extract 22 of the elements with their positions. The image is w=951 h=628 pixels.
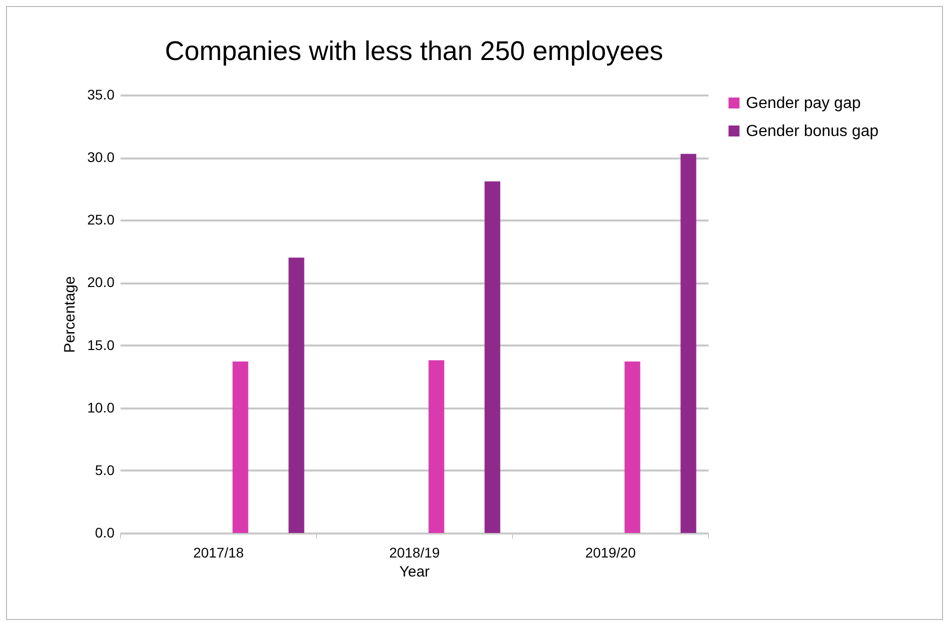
y-tick-label: 30.0 <box>87 149 115 166</box>
y-tick-label: 20.0 <box>87 274 115 290</box>
legend-label: Gender bonus gap <box>746 123 879 140</box>
y-tick-label: 0.0 <box>95 524 115 540</box>
chart-title: Companies with less than 250 employees <box>164 36 664 66</box>
y-tick-label: 15.0 <box>87 336 115 353</box>
y-tick-label: 5.0 <box>95 462 115 478</box>
bar <box>428 360 444 533</box>
y-axis-title: Percentage <box>61 276 78 353</box>
y-tick-label: 35.0 <box>87 86 115 102</box>
bar <box>484 181 500 533</box>
x-tick-label: 2018/19 <box>389 544 440 560</box>
x-tick-label: 2019/20 <box>585 544 636 560</box>
x-tick-label: 2017/18 <box>193 544 244 560</box>
bar <box>232 362 248 533</box>
y-tick-label: 10.0 <box>87 399 115 416</box>
bar <box>680 154 696 533</box>
legend-label: Gender pay gap <box>746 95 861 112</box>
bar <box>288 258 304 533</box>
x-axis-title: Year <box>399 564 430 580</box>
bar <box>624 362 640 533</box>
y-tick-label: 25.0 <box>87 212 115 228</box>
